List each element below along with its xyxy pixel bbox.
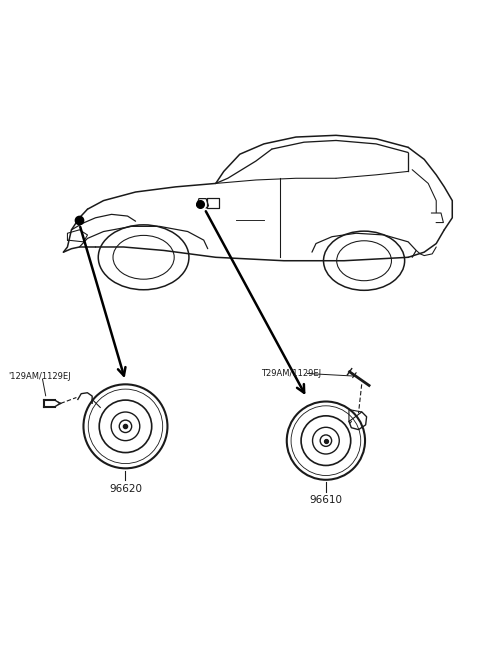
Text: 96620: 96620 xyxy=(109,484,142,493)
Text: 96610: 96610 xyxy=(310,495,342,505)
Text: T29AM/1129EJ: T29AM/1129EJ xyxy=(262,369,322,378)
Text: '129AM/1129EJ: '129AM/1129EJ xyxy=(9,372,71,380)
